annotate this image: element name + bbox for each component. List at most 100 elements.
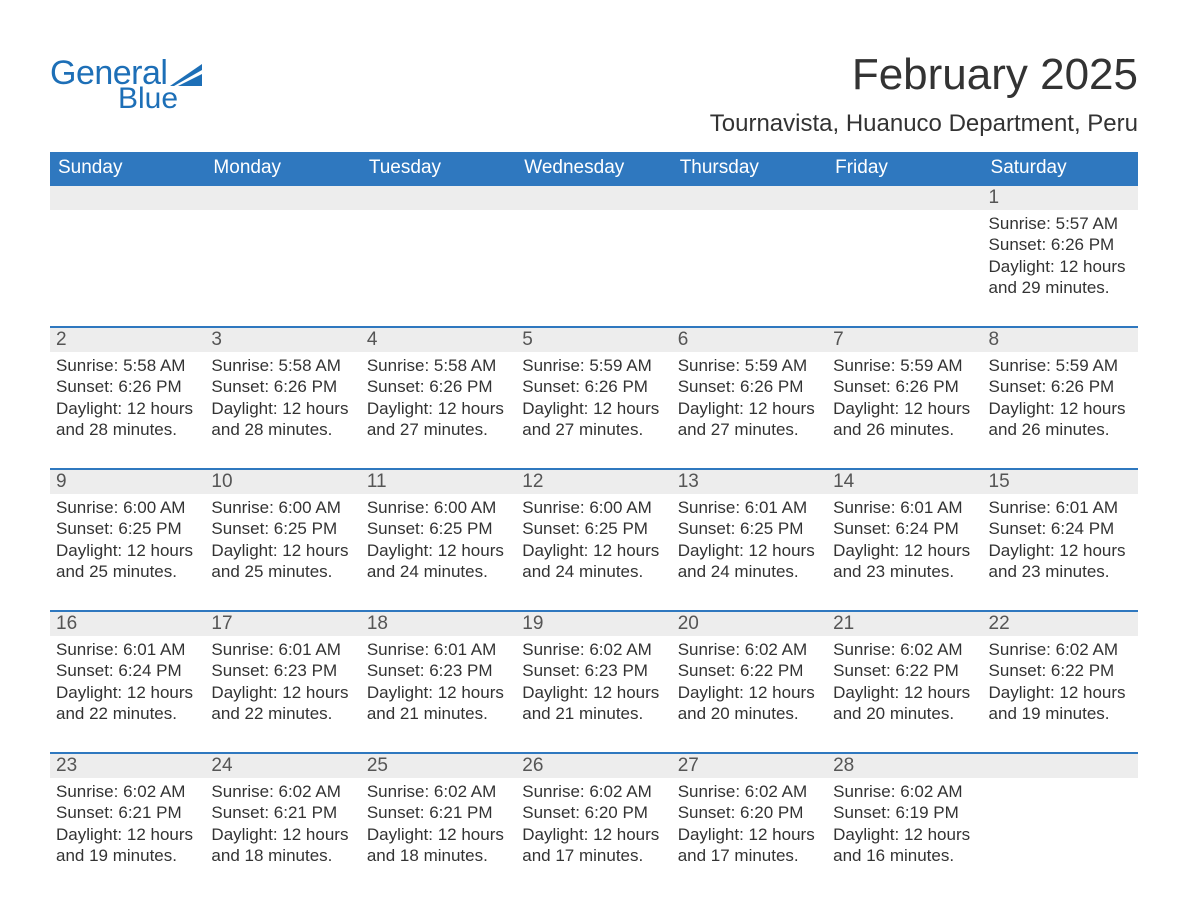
day-details: Sunrise: 5:58 AMSunset: 6:26 PMDaylight:…: [205, 352, 360, 468]
sunrise-line: Sunrise: 6:00 AM: [211, 497, 354, 518]
calendar-cell: 18Sunrise: 6:01 AMSunset: 6:23 PMDayligh…: [361, 610, 516, 752]
sunset-line: Sunset: 6:26 PM: [367, 376, 510, 397]
sunset-line: Sunset: 6:21 PM: [367, 802, 510, 823]
sunrise-line: Sunrise: 6:02 AM: [522, 639, 665, 660]
sunset-line: Sunset: 6:23 PM: [522, 660, 665, 681]
day-details: Sunrise: 6:02 AMSunset: 6:21 PMDaylight:…: [50, 778, 205, 894]
daylight-line: Daylight: 12 hours: [56, 540, 199, 561]
calendar-cell: 5Sunrise: 5:59 AMSunset: 6:26 PMDaylight…: [516, 326, 671, 468]
sunset-line: Sunset: 6:22 PM: [678, 660, 821, 681]
sunset-line: Sunset: 6:26 PM: [56, 376, 199, 397]
sunset-line: Sunset: 6:23 PM: [367, 660, 510, 681]
calendar-cell: 14Sunrise: 6:01 AMSunset: 6:24 PMDayligh…: [827, 468, 982, 610]
daylight-line: and 21 minutes.: [522, 703, 665, 724]
month-title: February 2025: [710, 50, 1138, 100]
daylight-line: and 16 minutes.: [833, 845, 976, 866]
sunset-line: Sunset: 6:26 PM: [522, 376, 665, 397]
day-details: Sunrise: 6:02 AMSunset: 6:21 PMDaylight:…: [205, 778, 360, 894]
calendar-cell: 24Sunrise: 6:02 AMSunset: 6:21 PMDayligh…: [205, 752, 360, 894]
calendar-cell: 4Sunrise: 5:58 AMSunset: 6:26 PMDaylight…: [361, 326, 516, 468]
daylight-line: and 18 minutes.: [367, 845, 510, 866]
daylight-line: Daylight: 12 hours: [367, 540, 510, 561]
daylight-line: Daylight: 12 hours: [833, 398, 976, 419]
daylight-line: Daylight: 12 hours: [678, 540, 821, 561]
sunrise-line: Sunrise: 5:59 AM: [989, 355, 1132, 376]
sunrise-line: Sunrise: 6:01 AM: [211, 639, 354, 660]
weekday-header-row: Sunday Monday Tuesday Wednesday Thursday…: [50, 152, 1138, 184]
daylight-line: Daylight: 12 hours: [522, 540, 665, 561]
sunset-line: Sunset: 6:26 PM: [678, 376, 821, 397]
sunrise-line: Sunrise: 6:02 AM: [989, 639, 1132, 660]
location-subtitle: Tournavista, Huanuco Department, Peru: [710, 110, 1138, 138]
calendar-week-row: 2Sunrise: 5:58 AMSunset: 6:26 PMDaylight…: [50, 326, 1138, 468]
daylight-line: Daylight: 12 hours: [367, 824, 510, 845]
day-number: 9: [50, 468, 205, 494]
calendar-cell: 7Sunrise: 5:59 AMSunset: 6:26 PMDaylight…: [827, 326, 982, 468]
daylight-line: and 27 minutes.: [522, 419, 665, 440]
sunrise-line: Sunrise: 5:58 AM: [56, 355, 199, 376]
day-details: [205, 210, 360, 318]
day-details: [827, 210, 982, 318]
day-number: 15: [983, 468, 1138, 494]
calendar-cell: [205, 184, 360, 326]
day-number: 6: [672, 326, 827, 352]
sunrise-line: Sunrise: 6:00 AM: [56, 497, 199, 518]
weekday-header: Friday: [827, 152, 982, 184]
daylight-line: Daylight: 12 hours: [367, 398, 510, 419]
daylight-line: and 22 minutes.: [56, 703, 199, 724]
calendar-cell: 26Sunrise: 6:02 AMSunset: 6:20 PMDayligh…: [516, 752, 671, 894]
daylight-line: Daylight: 12 hours: [989, 256, 1132, 277]
sunrise-line: Sunrise: 6:00 AM: [367, 497, 510, 518]
sunset-line: Sunset: 6:23 PM: [211, 660, 354, 681]
sunrise-line: Sunrise: 5:59 AM: [678, 355, 821, 376]
day-number: [50, 184, 205, 210]
calendar-cell: 2Sunrise: 5:58 AMSunset: 6:26 PMDaylight…: [50, 326, 205, 468]
day-number: [827, 184, 982, 210]
day-details: [361, 210, 516, 318]
daylight-line: Daylight: 12 hours: [833, 682, 976, 703]
day-number: 28: [827, 752, 982, 778]
daylight-line: and 19 minutes.: [989, 703, 1132, 724]
calendar-cell: [50, 184, 205, 326]
daylight-line: Daylight: 12 hours: [211, 824, 354, 845]
weekday-header: Wednesday: [516, 152, 671, 184]
sunrise-line: Sunrise: 5:59 AM: [522, 355, 665, 376]
day-details: Sunrise: 6:01 AMSunset: 6:23 PMDaylight:…: [205, 636, 360, 752]
sunset-line: Sunset: 6:20 PM: [522, 802, 665, 823]
day-number: [672, 184, 827, 210]
sunset-line: Sunset: 6:19 PM: [833, 802, 976, 823]
daylight-line: Daylight: 12 hours: [56, 398, 199, 419]
calendar-cell: 11Sunrise: 6:00 AMSunset: 6:25 PMDayligh…: [361, 468, 516, 610]
day-number: 18: [361, 610, 516, 636]
calendar-cell: 22Sunrise: 6:02 AMSunset: 6:22 PMDayligh…: [983, 610, 1138, 752]
calendar-week-row: 9Sunrise: 6:00 AMSunset: 6:25 PMDaylight…: [50, 468, 1138, 610]
sunrise-line: Sunrise: 6:00 AM: [522, 497, 665, 518]
daylight-line: and 28 minutes.: [56, 419, 199, 440]
sunrise-line: Sunrise: 6:02 AM: [211, 781, 354, 802]
day-number: 8: [983, 326, 1138, 352]
day-details: Sunrise: 6:00 AMSunset: 6:25 PMDaylight:…: [205, 494, 360, 610]
day-number: 25: [361, 752, 516, 778]
daylight-line: and 24 minutes.: [522, 561, 665, 582]
sunrise-line: Sunrise: 6:01 AM: [678, 497, 821, 518]
calendar-cell: 8Sunrise: 5:59 AMSunset: 6:26 PMDaylight…: [983, 326, 1138, 468]
day-details: Sunrise: 6:02 AMSunset: 6:20 PMDaylight:…: [516, 778, 671, 894]
day-number: 17: [205, 610, 360, 636]
weekday-header: Tuesday: [361, 152, 516, 184]
daylight-line: Daylight: 12 hours: [522, 398, 665, 419]
day-details: Sunrise: 5:58 AMSunset: 6:26 PMDaylight:…: [361, 352, 516, 468]
day-details: Sunrise: 6:01 AMSunset: 6:25 PMDaylight:…: [672, 494, 827, 610]
sunrise-line: Sunrise: 6:01 AM: [989, 497, 1132, 518]
daylight-line: Daylight: 12 hours: [989, 398, 1132, 419]
sunset-line: Sunset: 6:26 PM: [833, 376, 976, 397]
calendar-week-row: 16Sunrise: 6:01 AMSunset: 6:24 PMDayligh…: [50, 610, 1138, 752]
sunset-line: Sunset: 6:25 PM: [678, 518, 821, 539]
daylight-line: and 26 minutes.: [989, 419, 1132, 440]
daylight-line: Daylight: 12 hours: [211, 398, 354, 419]
day-details: Sunrise: 6:02 AMSunset: 6:22 PMDaylight:…: [827, 636, 982, 752]
daylight-line: and 20 minutes.: [678, 703, 821, 724]
day-number: 12: [516, 468, 671, 494]
day-number: 19: [516, 610, 671, 636]
day-details: Sunrise: 6:02 AMSunset: 6:19 PMDaylight:…: [827, 778, 982, 894]
daylight-line: and 27 minutes.: [678, 419, 821, 440]
